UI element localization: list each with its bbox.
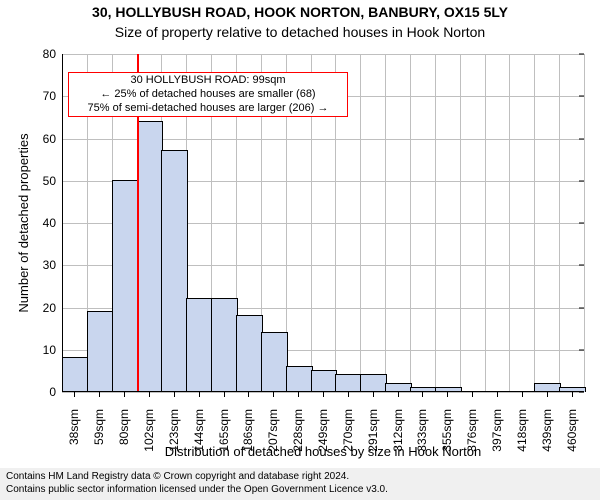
xtick-mark (348, 392, 349, 397)
xtick-mark (99, 392, 100, 397)
bar (311, 370, 338, 392)
xtick-mark (273, 392, 274, 397)
gridline (559, 54, 560, 392)
ytick-label: 50 (43, 174, 62, 188)
bar (87, 311, 114, 392)
bar (161, 150, 188, 392)
bar (112, 180, 139, 392)
ytick-label: 40 (43, 216, 62, 230)
footer-line: Contains HM Land Registry data © Crown c… (6, 471, 594, 484)
ytick-label: 0 (49, 385, 62, 399)
gridline (534, 54, 535, 392)
annotation-line: 75% of semi-detached houses are larger (… (72, 102, 344, 116)
xtick-mark (298, 392, 299, 397)
xtick-mark (174, 392, 175, 397)
bar (186, 298, 213, 392)
xtick-mark (373, 392, 374, 397)
bar (261, 332, 288, 392)
xtick-mark (522, 392, 523, 397)
bar (360, 374, 387, 392)
page-title: 30, HOLLYBUSH ROAD, HOOK NORTON, BANBURY… (0, 4, 600, 20)
ytick-label: 80 (43, 47, 62, 61)
xtick-mark (497, 392, 498, 397)
gridline (509, 54, 510, 392)
xtick-mark (124, 392, 125, 397)
y-axis-line (62, 54, 63, 392)
footer-line: Contains public sector information licen… (6, 484, 594, 497)
xtick-mark (422, 392, 423, 397)
gridline (435, 54, 436, 392)
xtick-mark (447, 392, 448, 397)
annotation-line: 30 HOLLYBUSH ROAD: 99sqm (72, 74, 344, 88)
gridline (584, 54, 585, 392)
x-axis-label: Distribution of detached houses by size … (62, 444, 584, 459)
annotation-box: 30 HOLLYBUSH ROAD: 99sqm ← 25% of detach… (68, 72, 348, 117)
bar (62, 357, 89, 392)
bar (236, 315, 263, 392)
annotation-line: ← 25% of detached houses are smaller (68… (72, 88, 344, 102)
ytick-label: 10 (43, 343, 62, 357)
gridline (410, 54, 411, 392)
gridline (485, 54, 486, 392)
gridline (460, 54, 461, 392)
gridline (360, 54, 361, 392)
xtick-mark (74, 392, 75, 397)
bar (335, 374, 362, 392)
xtick-mark (398, 392, 399, 397)
y-axis-label: Number of detached properties (16, 54, 31, 392)
gridline (385, 54, 386, 392)
footer: Contains HM Land Registry data © Crown c… (0, 468, 600, 500)
xtick-mark (472, 392, 473, 397)
ytick-label: 20 (43, 301, 62, 315)
x-axis-line (62, 391, 584, 392)
xtick-mark (149, 392, 150, 397)
xtick-mark (199, 392, 200, 397)
xtick-mark (323, 392, 324, 397)
xtick-mark (572, 392, 573, 397)
xtick-mark (224, 392, 225, 397)
bar (211, 298, 238, 392)
page-subtitle: Size of property relative to detached ho… (0, 24, 600, 40)
xtick-mark (547, 392, 548, 397)
ytick-label: 30 (43, 258, 62, 272)
ytick-label: 70 (43, 89, 62, 103)
xtick-mark (248, 392, 249, 397)
gridline (62, 54, 584, 55)
bar (137, 121, 164, 392)
ytick-label: 60 (43, 132, 62, 146)
bar (286, 366, 313, 392)
chart-plot-area: 0102030405060708038sqm59sqm80sqm102sqm12… (62, 54, 584, 392)
